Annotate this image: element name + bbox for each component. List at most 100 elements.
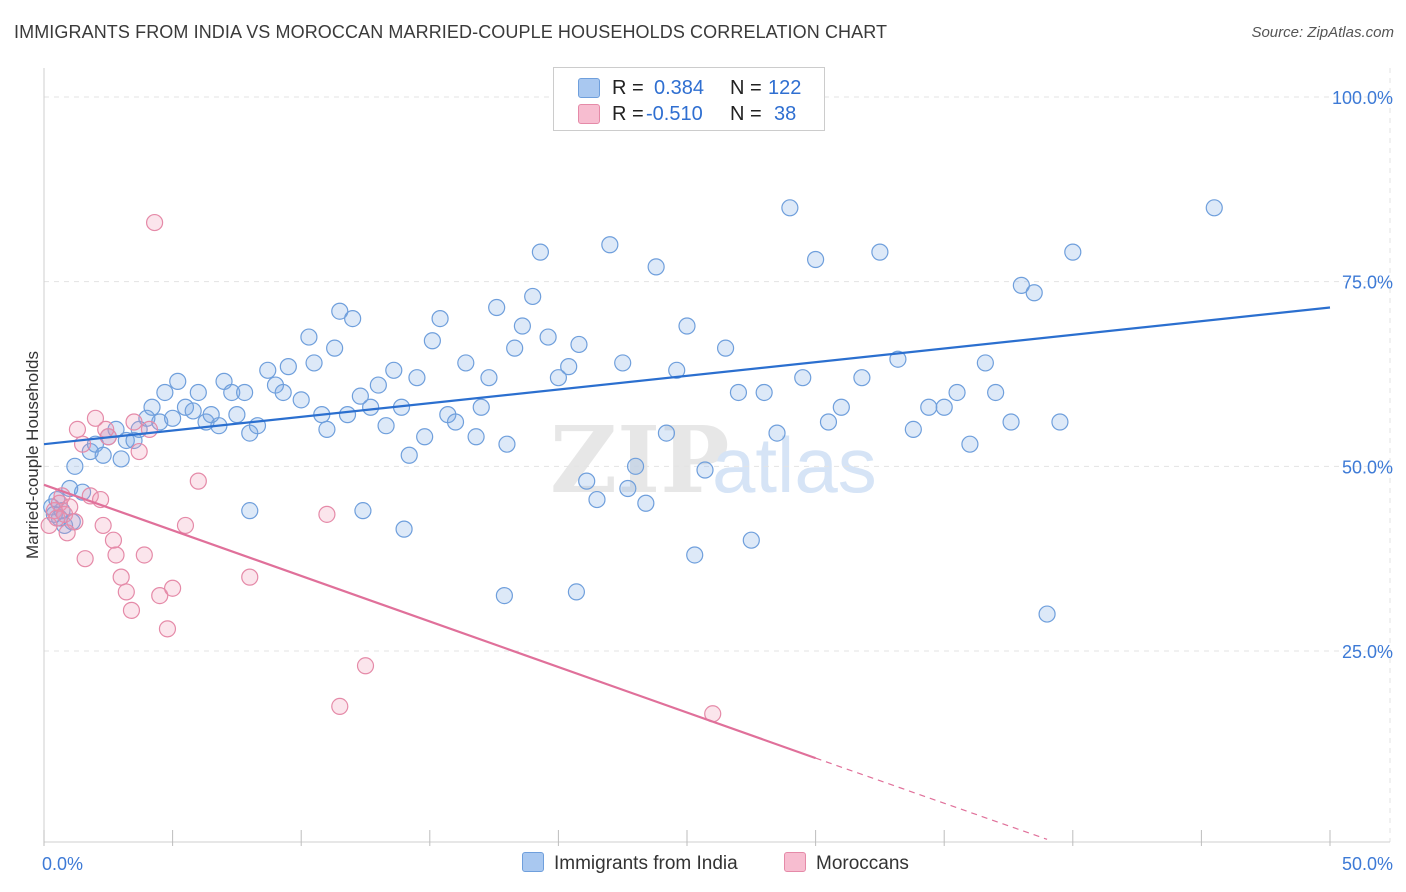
india-point bbox=[495, 586, 513, 605]
india-point bbox=[889, 350, 907, 368]
bottom-legend-moroccan: Moroccans bbox=[784, 852, 909, 876]
india-point bbox=[1205, 199, 1223, 217]
moroccan-point bbox=[86, 409, 105, 427]
y-tick-label: 50.0% bbox=[1342, 457, 1393, 477]
india-point bbox=[305, 354, 323, 372]
india-point bbox=[274, 383, 292, 402]
trendline-india bbox=[43, 306, 1331, 446]
india-point bbox=[395, 520, 413, 538]
y-axis-label: Married-couple Households bbox=[23, 351, 42, 559]
moroccan-point bbox=[76, 550, 94, 568]
india-point bbox=[223, 383, 241, 402]
bottom-legend-label-india: Immigrants from India bbox=[554, 853, 738, 874]
india-point bbox=[362, 398, 380, 416]
india-point bbox=[385, 361, 403, 379]
india-point bbox=[138, 409, 156, 427]
moroccan-point bbox=[356, 657, 375, 675]
india-point bbox=[408, 369, 426, 387]
moroccan-point bbox=[241, 568, 259, 586]
india-point bbox=[228, 406, 246, 424]
y-tick-label: 100.0% bbox=[1332, 88, 1393, 108]
india-point bbox=[696, 461, 714, 479]
india-point bbox=[236, 383, 254, 402]
india-point bbox=[351, 387, 369, 405]
trendline-moroccan-extension bbox=[815, 757, 1048, 840]
india-point bbox=[472, 398, 490, 416]
legend-r-value-moroccan: -0.510 bbox=[646, 103, 703, 125]
india-point bbox=[498, 435, 516, 453]
india-point bbox=[588, 490, 606, 509]
moroccan-point bbox=[112, 568, 130, 586]
legend-swatch-india bbox=[578, 78, 600, 98]
india-point bbox=[292, 391, 310, 409]
legend-n-value-india: 122 bbox=[768, 77, 802, 99]
india-point bbox=[1012, 276, 1030, 294]
moroccan-point bbox=[151, 586, 169, 605]
india-point bbox=[742, 531, 760, 549]
moroccan-point bbox=[331, 697, 349, 716]
india-point bbox=[125, 431, 143, 450]
india-point bbox=[668, 361, 686, 379]
india-point bbox=[488, 298, 506, 317]
india-point bbox=[560, 358, 578, 376]
india-point bbox=[467, 428, 485, 446]
india-point bbox=[619, 479, 637, 498]
india-point bbox=[331, 302, 349, 320]
india-point bbox=[614, 354, 632, 372]
tick-labels: 25.0% 50.0% 75.0% 100.0% 0.0% 50.0% bbox=[42, 88, 1393, 874]
india-point bbox=[338, 406, 357, 424]
moroccan-point bbox=[189, 472, 207, 490]
legend-n-label: N = bbox=[730, 77, 762, 99]
moroccan-point bbox=[94, 516, 112, 535]
india-point bbox=[1038, 605, 1056, 623]
india-point bbox=[66, 457, 84, 475]
india-point bbox=[169, 372, 187, 390]
legend-r-value-india: 0.384 bbox=[654, 77, 705, 99]
india-point bbox=[657, 424, 676, 442]
india-point bbox=[626, 457, 645, 475]
legend-swatch-moroccan bbox=[578, 104, 600, 124]
india-point bbox=[920, 398, 938, 416]
india-point bbox=[446, 413, 465, 431]
india-point bbox=[686, 546, 704, 564]
india-point bbox=[259, 361, 277, 379]
moroccan-point bbox=[135, 546, 153, 564]
india-point bbox=[1051, 413, 1069, 431]
moroccan-point bbox=[164, 579, 182, 597]
india-point bbox=[716, 339, 735, 357]
moroccan-point bbox=[145, 213, 164, 232]
india-point bbox=[513, 317, 531, 335]
india-point bbox=[904, 420, 922, 438]
india-point bbox=[189, 383, 207, 402]
india-point bbox=[578, 472, 596, 490]
india-point bbox=[300, 328, 318, 346]
india-point bbox=[423, 332, 441, 350]
legend-n-label: N = bbox=[730, 103, 762, 125]
bottom-legend-swatch-india bbox=[522, 852, 544, 872]
trendline-moroccan bbox=[43, 483, 816, 760]
bottom-legend-india: Immigrants from India bbox=[522, 852, 738, 876]
india-point bbox=[961, 435, 979, 453]
source-label: Source: ZipAtlas.com bbox=[1251, 24, 1394, 41]
india-point bbox=[647, 258, 665, 276]
india-point bbox=[184, 402, 202, 420]
india-point bbox=[531, 243, 549, 261]
moroccan-point bbox=[68, 420, 87, 438]
india-point bbox=[871, 243, 889, 261]
moroccan-point bbox=[104, 531, 123, 549]
watermark-atlas: atlas bbox=[712, 421, 877, 509]
x-tick-label: 50.0% bbox=[1342, 854, 1393, 874]
bottom-legend-swatch-moroccan bbox=[784, 852, 806, 872]
trendlines bbox=[43, 306, 1331, 840]
correlation-legend: R = 0.384 N = 122 R = -0.510 N = 38 bbox=[553, 67, 825, 131]
legend-n-value-moroccan: 38 bbox=[774, 103, 797, 125]
india-point bbox=[781, 199, 799, 217]
india-point bbox=[279, 358, 297, 376]
watermark: ZIP atlas bbox=[550, 406, 877, 514]
india-point bbox=[143, 398, 161, 416]
india-point bbox=[935, 398, 953, 416]
india-point bbox=[601, 236, 619, 254]
axes bbox=[43, 68, 1390, 846]
moroccan-point bbox=[61, 498, 79, 516]
